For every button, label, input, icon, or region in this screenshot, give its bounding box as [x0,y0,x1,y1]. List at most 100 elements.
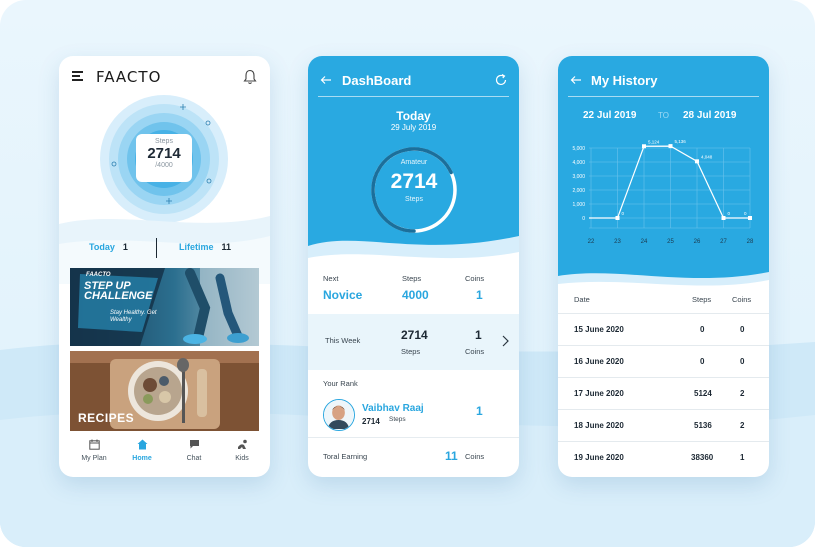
table-row[interactable]: 19 June 2020 38360 1 [558,441,769,473]
dashboard-steps-value: 2714 [390,170,438,193]
bottom-tab-bar: My Plan Home Chat Kids [59,437,270,477]
refresh-icon[interactable] [494,73,508,87]
history-header [558,56,769,281]
week-coins-label: Coins [465,347,485,356]
lifetime-summary[interactable]: Lifetime 11 [179,242,231,252]
row-date: 17 June 2020 [574,389,624,398]
tab-kids[interactable]: Kids [221,439,263,462]
promo-subtitle: Stay Healthy. Get Wealthy [110,310,157,323]
steps-label: Steps [155,138,173,145]
data-point [748,216,752,220]
back-arrow-icon[interactable] [320,75,332,85]
row-coins: 0 [740,325,745,334]
rank-user-name: Vaibhav Raaj [362,403,424,414]
tab-my-plan-label: My Plan [81,455,107,462]
steps-line-chart: 0 1,000 2,000 3,000 4,000 5,000 22 23 24 25 26 27 28… [572,139,754,245]
table-row[interactable]: 15 June 2020 0 0 [558,313,769,345]
next-steps-label: Steps [402,274,422,283]
dashboard-title: DashBoard [342,73,412,88]
history-title: My History [591,73,658,88]
row-date: 19 June 2020 [574,453,624,462]
summary-divider [156,238,157,258]
today-date: 29 July 2019 [390,123,437,132]
y-tick-label: 1,000 [572,202,585,208]
data-label: 5,136 [675,139,687,144]
home-header: FAACTO [59,56,270,100]
runner-image [70,268,259,346]
brand-logo: FAACTO [96,68,162,86]
level-label: Amateur [400,159,428,166]
next-level-value: Novice [323,288,363,302]
calendar-icon [88,439,100,450]
recipes-title: RECIPES [78,411,135,425]
rank-steps-value: 2714 [362,417,380,426]
today-label: Today [89,242,115,252]
tab-chat-label: Chat [186,455,202,462]
row-steps: 5124 [694,389,712,398]
bell-icon[interactable] [243,69,257,85]
data-point [695,159,699,164]
dashboard-screen: DashBoard Today 29 July 2019 Amateur 271… [308,56,519,477]
steps-value: 2714 [147,145,181,162]
to-label: TO [658,111,669,120]
row-steps: 5136 [694,421,712,430]
row-steps: 0 [700,357,705,366]
y-tick-label: 0 [582,216,585,222]
table-row[interactable]: 16 June 2020 0 0 [558,345,769,377]
total-earning-value: 11 [445,449,458,463]
promo-brand: FAACTO [86,272,111,278]
table-row[interactable]: 17 June 2020 5124 2 [558,377,769,409]
x-tick-label: 25 [667,239,674,245]
steps-goal: /4000 [155,162,173,169]
recipes-card[interactable]: RECIPES [70,351,259,431]
rank-label: Your Rank [323,379,358,388]
series-line [589,145,750,219]
activity-summary: Today 1 Lifetime 11 [59,238,270,268]
data-label: 0 [622,211,625,216]
next-coins-value: 1 [476,288,483,302]
menu-icon[interactable] [72,71,83,81]
dashboard-steps-label: Steps [405,196,423,203]
tab-my-plan[interactable]: My Plan [73,439,115,462]
tab-chat[interactable]: Chat [173,439,215,462]
data-label: 0 [728,211,731,216]
data-point [721,216,726,220]
today-value: 1 [122,242,128,252]
header-divider [318,96,509,97]
row-date: 16 June 2020 [574,357,624,366]
table-row[interactable]: 18 June 2020 5136 2 [558,409,769,441]
tab-home[interactable]: Home [121,439,163,462]
avatar[interactable] [323,399,355,431]
lifetime-value: 11 [221,242,232,252]
promo-title: STEP UP CHALLENGE [84,280,153,302]
data-label: 5,124 [648,139,660,144]
today-heading: Today [396,109,431,123]
step-up-challenge-card[interactable]: FAACTO STEP UP CHALLENGE Stay Healthy. G… [70,268,259,346]
history-table-header: Date Steps Coins [558,293,769,313]
col-coins: Coins [732,295,752,304]
today-summary[interactable]: Today 1 [89,242,128,252]
x-tick-label: 23 [614,239,621,245]
row-date: 18 June 2020 [574,421,624,430]
this-week-row[interactable]: This Week 2714 Steps 1 Coins [308,314,519,370]
lifetime-label: Lifetime [179,242,214,252]
recipes-image [70,351,259,431]
row-coins: 0 [740,357,745,366]
chevron-right-icon [502,335,509,347]
steps-progress-ring [371,147,457,233]
steps-counter: Steps 2714 /4000 [136,134,192,182]
from-date[interactable]: 22 Jul 2019 [583,110,637,121]
data-point [642,144,646,149]
x-tick-label: 22 [588,239,595,245]
row-coins: 1 [740,453,745,462]
total-earning-unit: Coins [465,452,485,461]
y-tick-label: 2,000 [572,188,585,194]
back-arrow-icon[interactable] [570,75,582,85]
user-photo [324,400,353,429]
to-date[interactable]: 28 Jul 2019 [683,110,737,121]
row-coins: 2 [740,389,745,398]
x-tick-label: 26 [694,239,701,245]
rank-value: 1 [476,404,483,418]
